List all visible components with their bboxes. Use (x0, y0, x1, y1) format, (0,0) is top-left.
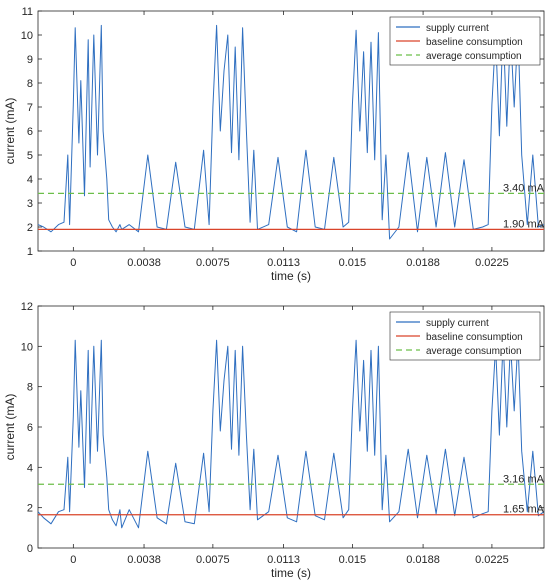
y-tick-label: 6 (27, 126, 33, 138)
baseline-annotation: 1.90 mA (503, 218, 545, 230)
x-tick-label: 0.0075 (196, 257, 230, 269)
y-tick-label: 11 (22, 6, 33, 18)
average-annotation: 3.16 mA (503, 473, 545, 485)
y-tick-label: 5 (27, 150, 33, 162)
x-tick-label: 0.0038 (127, 257, 161, 269)
x-tick-label: 0.0188 (406, 257, 440, 269)
y-tick-label: 4 (27, 174, 33, 186)
y-tick-label: 10 (21, 341, 33, 353)
x-tick-label: 0.0075 (196, 554, 230, 566)
x-axis-label: time (s) (271, 269, 311, 283)
legend-label: supply current (426, 318, 489, 329)
legend-label: baseline consumption (426, 332, 523, 343)
legend-label: average consumption (426, 346, 522, 357)
x-tick-label: 0 (70, 257, 76, 269)
y-axis-label: current (mA) (3, 394, 17, 461)
y-tick-label: 10 (21, 30, 33, 42)
supply-current-line (37, 24, 545, 240)
y-tick-label: 0 (27, 543, 33, 555)
supply-current-line (37, 339, 545, 529)
x-tick-label: 0.0038 (127, 554, 161, 566)
x-axis-label: time (s) (271, 566, 311, 580)
x-tick-label: 0.015 (339, 257, 367, 269)
x-tick-label: 0.0225 (475, 554, 509, 566)
legend-label: average consumption (426, 51, 522, 62)
y-tick-label: 3 (27, 198, 33, 210)
x-tick-label: 0.0225 (475, 257, 509, 269)
x-tick-label: 0.0113 (267, 554, 300, 566)
y-tick-label: 8 (27, 78, 33, 90)
average-annotation: 3.40 mA (503, 182, 545, 194)
x-tick-label: 0.0113 (267, 257, 300, 269)
y-tick-label: 2 (27, 503, 33, 515)
y-tick-label: 6 (27, 422, 33, 434)
x-tick-label: 0 (70, 554, 76, 566)
y-tick-label: 4 (27, 462, 33, 474)
chart-panel-bottom: 0 2 4 6 8 10 12 0 0.0038 0.0075 0.0113 0.015 0.0188 0… (3, 301, 545, 580)
y-tick-label: 9 (27, 54, 33, 66)
legend-label: supply current (426, 23, 489, 34)
y-tick-label: 7 (27, 102, 33, 114)
legend-label: baseline consumption (426, 37, 523, 48)
x-tick-label: 0.0188 (406, 554, 440, 566)
x-tick-label: 0.015 (339, 554, 367, 566)
y-tick-label: 2 (27, 222, 33, 234)
chart-panel-top: 1 2 3 4 5 6 7 8 9 10 11 0 0.0038 0.0075 0.0113 0.015 0.0… (3, 6, 545, 283)
y-tick-label: 12 (21, 301, 33, 313)
y-axis-label: current (mA) (3, 98, 17, 165)
baseline-annotation: 1.65 mA (503, 504, 545, 516)
y-tick-label: 8 (27, 382, 33, 394)
y-tick-label: 1 (27, 246, 33, 258)
